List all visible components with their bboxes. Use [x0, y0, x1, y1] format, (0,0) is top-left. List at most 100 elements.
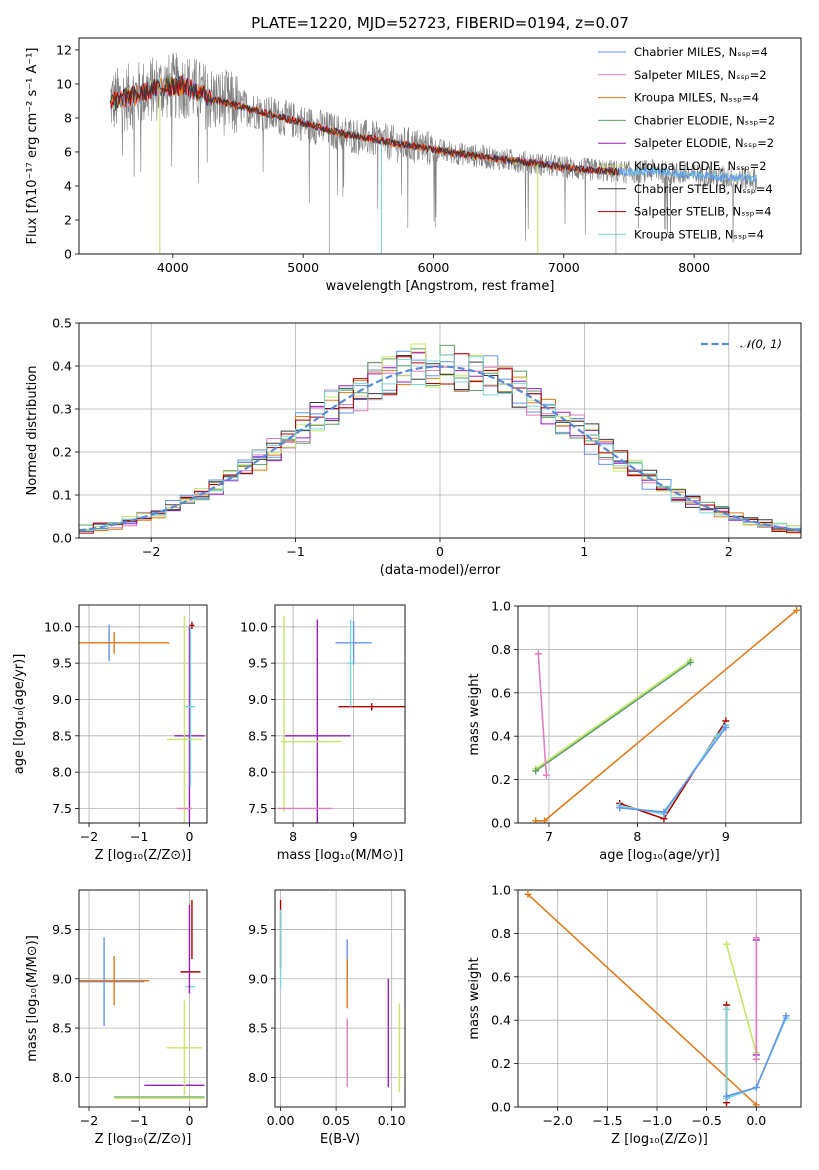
- y-tick-label: 7.5: [52, 801, 72, 816]
- y-tick-label: 0.4: [491, 729, 511, 744]
- legend-entry: Salpeter ELODIE, Nₛₛₚ=2: [634, 136, 774, 150]
- mass-weight-marker: [722, 724, 730, 732]
- y-tick-label: 0.4: [52, 359, 72, 374]
- mass-weight-marker: [524, 890, 532, 898]
- spectrum-panel: 4000 5000 6000 7000 8000 0 2 4 6 8 10 12 wavelength …: [25, 14, 802, 294]
- x-tick-label: 6000: [418, 260, 450, 275]
- mass-weight-marker: [532, 767, 540, 775]
- y-axis-label: mass weight: [467, 957, 482, 1039]
- y-tick-label: 9.0: [52, 692, 72, 707]
- mass-vs-ebv-panel: 0.00 0.05 0.10 8.0 8.5 9.0 9.5 E(B-V): [248, 889, 406, 1147]
- y-tick-label: 0.6: [491, 969, 511, 984]
- y-axis-label: Normed distribution: [25, 366, 40, 496]
- x-tick-label: 0.10: [378, 1113, 406, 1128]
- y-tick-label: 9.0: [52, 971, 72, 986]
- y-axis-label: mass weight: [467, 673, 482, 755]
- x-axis-label: mass [log₁₀(M/M⊙)]: [277, 848, 404, 863]
- x-tick-label: −1.5: [592, 1113, 622, 1128]
- x-tick-label: −2: [142, 544, 160, 559]
- y-tick-label: 8.0: [52, 1070, 72, 1085]
- y-tick-label: 0.8: [491, 642, 511, 657]
- errorbar-point: [189, 621, 195, 629]
- mass-weight-line: [619, 727, 727, 813]
- y-tick-label: 0.8: [491, 926, 511, 941]
- y-tick-label: 8: [64, 110, 72, 125]
- x-tick-label: −1: [286, 544, 304, 559]
- weight-vs-metallicity-panel: −2.0 −1.5 −1.0 −0.5 0.0 0.0 0.2 0.4 0.6 0.8 1.0 Z […: [467, 883, 802, 1147]
- y-tick-label: 9.0: [248, 971, 268, 986]
- y-tick-label: 0.3: [52, 402, 72, 417]
- plot-area: [109, 52, 757, 254]
- x-tick-label: 7000: [548, 260, 580, 275]
- errorbar-point: [338, 703, 405, 711]
- y-axis-label: age [log₁₀(age/yr)]: [12, 654, 27, 775]
- axes-frame: [517, 889, 802, 1108]
- legend-entry: Chabrier ELODIE, Nₛₛₚ=2: [634, 113, 775, 127]
- y-tick-label: 8.5: [248, 1021, 268, 1036]
- errorbar-point: [166, 615, 202, 823]
- y-tick-label: 4: [64, 178, 72, 193]
- x-tick-label: 0: [436, 544, 444, 559]
- legend: 𝒩(0, 1): [701, 337, 782, 351]
- mass-weight-marker: [660, 808, 668, 816]
- mass-weight-line: [535, 659, 691, 770]
- y-axis-label: mass [log₁₀(M/M⊙)]: [25, 935, 40, 1062]
- x-tick-label: 5000: [287, 260, 319, 275]
- normal-distribution-line: [79, 365, 801, 532]
- mass-weight-marker: [532, 817, 540, 823]
- y-tick-label: 8.5: [248, 728, 268, 743]
- y-tick-label: 0.1: [52, 488, 72, 503]
- weight-vs-age-panel: 7 8 9 0.0 0.2 0.4 0.6 0.8 1.0 age [log₁₀(age/yr)]…: [467, 599, 802, 863]
- x-tick-label: 0.00: [267, 1113, 295, 1128]
- plot-area: [278, 615, 405, 823]
- legend-entry: Kroupa ELODIE, Nₛₛₚ=2: [634, 159, 767, 173]
- errorbar-point: [185, 626, 196, 787]
- errorbar-point: [79, 956, 150, 1006]
- x-axis-label: Z [log₁₀(Z/Z⊙)]: [611, 1132, 708, 1147]
- legend-entry: Salpeter MILES, Nₛₛₚ=2: [634, 68, 767, 82]
- chart-title: PLATE=1220, MJD=52723, FIBERID=0194, z=0…: [251, 14, 629, 32]
- mass-weight-line: [725, 944, 758, 1054]
- x-tick-label: 0.0: [746, 1113, 766, 1128]
- mass-weight-marker: [541, 817, 549, 823]
- x-tick-label: −2: [80, 1113, 98, 1128]
- errorbar-point: [335, 620, 372, 665]
- y-tick-label: 0.2: [491, 1056, 511, 1071]
- x-axis-label: age [log₁₀(age/yr)]: [599, 848, 720, 863]
- y-tick-label: 7.5: [248, 801, 268, 816]
- legend-entry: Kroupa MILES, Nₛₛₚ=4: [634, 91, 759, 105]
- model-spectrum-line: [109, 75, 619, 176]
- mass-weight-marker: [752, 1055, 760, 1063]
- y-tick-label: 2: [64, 212, 72, 227]
- y-tick-label: 0.2: [52, 445, 72, 460]
- y-tick-label: 1.0: [491, 599, 511, 614]
- x-tick-label: 0: [185, 829, 193, 844]
- y-tick-label: 0.0: [52, 531, 72, 546]
- y-tick-label: 9.0: [248, 692, 268, 707]
- y-tick-label: 10.0: [240, 619, 268, 634]
- mass-weight-line: [537, 653, 548, 776]
- mass-weight-line: [527, 893, 757, 1106]
- axes-frame: [78, 37, 802, 255]
- residuals-panel: −2 −1 0 1 2 0.0 0.1 0.2 0.3 0.4 0.5 (data-model)/er…: [25, 316, 802, 578]
- age-vs-mass-panel: 8 9 7.5 8.0 8.5 9.0 9.5 10.0 mass [log₁₀(M/M⊙)]: [240, 604, 406, 863]
- legend-entry: 𝒩(0, 1): [740, 337, 782, 351]
- legend-entry: Kroupa STELIB, Nₛₛₚ=4: [634, 227, 764, 241]
- x-axis-label: Z [log₁₀(Z/Z⊙)]: [95, 1132, 192, 1147]
- y-tick-label: 0.2: [491, 772, 511, 787]
- y-tick-label: 8.5: [52, 1021, 72, 1036]
- x-tick-label: −2: [80, 829, 98, 844]
- legend-entry: Chabrier MILES, Nₛₛₚ=4: [634, 45, 768, 59]
- mass-weight-marker: [752, 934, 760, 942]
- mass-weight-line: [535, 661, 691, 772]
- x-tick-label: 2: [725, 544, 733, 559]
- y-axis-label: Flux [fλ10⁻¹⁷ erg cm⁻² s⁻¹ A⁻¹]: [25, 48, 40, 245]
- x-tick-label: 0: [185, 1113, 193, 1128]
- y-tick-label: 6: [64, 144, 72, 159]
- plot-area: [532, 606, 801, 823]
- mass-weight-line: [535, 609, 798, 822]
- axes-frame: [517, 605, 802, 824]
- x-axis-label: (data-model)/error: [380, 563, 501, 578]
- plot-area: [524, 890, 790, 1107]
- x-axis-label: wavelength [Angstrom, rest frame]: [326, 279, 555, 294]
